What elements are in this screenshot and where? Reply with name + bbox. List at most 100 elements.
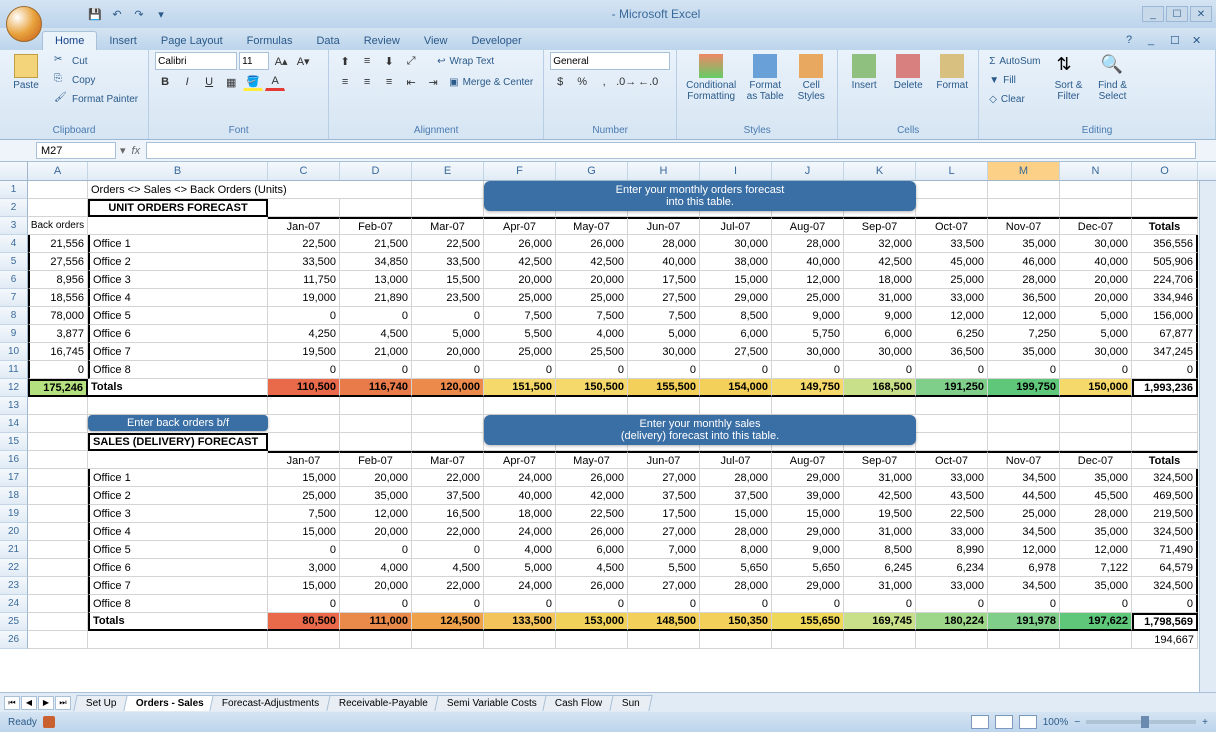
cell-A[interactable] <box>28 451 88 469</box>
cell-L[interactable]: 36,500 <box>916 343 988 361</box>
cell-B[interactable] <box>88 631 268 649</box>
align-top-icon[interactable]: ⬆ <box>335 52 355 70</box>
cell-C[interactable]: 0 <box>268 595 340 613</box>
cell-A[interactable]: 8,956 <box>28 271 88 289</box>
cell-H[interactable]: 7,500 <box>628 307 700 325</box>
cell-G[interactable]: 26,000 <box>556 577 628 595</box>
cell-M[interactable] <box>988 397 1060 415</box>
cell-A[interactable] <box>28 613 88 631</box>
cell-D[interactable]: 34,850 <box>340 253 412 271</box>
cell-K[interactable]: 0 <box>844 595 916 613</box>
cell-M[interactable]: 0 <box>988 361 1060 379</box>
cell[interactable]: 197,622 <box>1060 613 1132 631</box>
cell-D[interactable]: 20,000 <box>340 523 412 541</box>
cell-C[interactable]: 0 <box>268 307 340 325</box>
delete-cells-button[interactable]: Delete <box>888 52 928 124</box>
paste-button[interactable]: Paste <box>6 52 46 124</box>
cell[interactable]: 150,000 <box>1060 379 1132 397</box>
cell-A[interactable]: 0 <box>28 361 88 379</box>
cell-O[interactable]: 194,667 <box>1132 631 1198 649</box>
col-header-D[interactable]: D <box>340 162 412 180</box>
cell-G[interactable]: May-07 <box>556 451 628 469</box>
cell-A[interactable]: 21,556 <box>28 235 88 253</box>
zoom-in-button[interactable]: + <box>1202 717 1208 728</box>
sheet-tab[interactable]: Semi Variable Costs <box>434 695 549 711</box>
cell-O[interactable]: 505,906 <box>1132 253 1198 271</box>
cell-M[interactable]: Nov-07 <box>988 451 1060 469</box>
cell-K[interactable]: 9,000 <box>844 307 916 325</box>
row-header-15[interactable]: 15 <box>0 433 28 451</box>
cell-L[interactable]: 6,250 <box>916 325 988 343</box>
row-header-5[interactable]: 5 <box>0 253 28 271</box>
cell-B[interactable]: Office 6 <box>88 559 268 577</box>
cell-O[interactable]: 67,877 <box>1132 325 1198 343</box>
cell-B[interactable]: Office 1 <box>88 469 268 487</box>
cell-K[interactable] <box>844 631 916 649</box>
decrease-decimal-icon[interactable]: ←.0 <box>638 73 658 91</box>
underline-button[interactable]: U <box>199 73 219 91</box>
cell-K[interactable]: 31,000 <box>844 523 916 541</box>
cell-F[interactable]: 5,500 <box>484 325 556 343</box>
cell-N[interactable] <box>1060 199 1132 217</box>
cell-D[interactable]: Feb-07 <box>340 217 412 235</box>
sheet-tab[interactable]: Receivable-Payable <box>326 695 440 711</box>
cell-L[interactable]: 6,234 <box>916 559 988 577</box>
cell-N[interactable] <box>1060 397 1132 415</box>
cell-A[interactable] <box>28 541 88 559</box>
conditional-formatting-button[interactable]: Conditional Formatting <box>683 52 739 124</box>
save-icon[interactable]: 💾 <box>86 5 104 23</box>
align-middle-icon[interactable]: ≡ <box>357 52 377 70</box>
cell-G[interactable]: 0 <box>556 595 628 613</box>
align-center-icon[interactable]: ≡ <box>357 73 377 91</box>
cell-A[interactable]: 78,000 <box>28 307 88 325</box>
cell-O[interactable]: 224,706 <box>1132 271 1198 289</box>
tab-nav-last[interactable]: ⏭ <box>55 696 71 710</box>
cell-N[interactable]: 30,000 <box>1060 235 1132 253</box>
cell-I[interactable]: 28,000 <box>700 523 772 541</box>
cell[interactable]: 153,000 <box>556 613 628 631</box>
row-header-4[interactable]: 4 <box>0 235 28 253</box>
cell-L[interactable] <box>916 199 988 217</box>
cell-A[interactable] <box>28 595 88 613</box>
cell-M[interactable]: 44,500 <box>988 487 1060 505</box>
cell-I[interactable]: 6,000 <box>700 325 772 343</box>
cell-B[interactable] <box>88 217 268 235</box>
select-all-corner[interactable] <box>0 162 28 180</box>
cell-C[interactable]: 0 <box>268 541 340 559</box>
cell-B[interactable]: Office 4 <box>88 289 268 307</box>
tab-page-layout[interactable]: Page Layout <box>149 32 235 50</box>
row-header-23[interactable]: 23 <box>0 577 28 595</box>
cell[interactable]: 155,500 <box>628 379 700 397</box>
row-header-12[interactable]: 12 <box>0 379 28 397</box>
cell-K[interactable]: 32,000 <box>844 235 916 253</box>
cell-M[interactable]: 35,000 <box>988 343 1060 361</box>
copy-button[interactable]: ⎘Copy <box>50 71 142 89</box>
ribbon-minimize-icon[interactable]: _ <box>1148 34 1164 50</box>
cell-G[interactable]: 25,500 <box>556 343 628 361</box>
cell-A[interactable] <box>28 199 88 217</box>
cell-M[interactable] <box>988 415 1060 433</box>
cell[interactable]: 80,500 <box>268 613 340 631</box>
format-painter-button[interactable]: 🖌Format Painter <box>50 90 142 108</box>
col-header-O[interactable]: O <box>1132 162 1198 180</box>
cell-D[interactable] <box>340 631 412 649</box>
cell[interactable]: 133,500 <box>484 613 556 631</box>
align-bottom-icon[interactable]: ⬇ <box>379 52 399 70</box>
cell-O[interactable]: 0 <box>1132 595 1198 613</box>
cell-C[interactable]: 4,250 <box>268 325 340 343</box>
cell-O[interactable]: 356,556 <box>1132 235 1198 253</box>
cell-F[interactable]: 24,000 <box>484 523 556 541</box>
cell-E[interactable]: 16,500 <box>412 505 484 523</box>
cell-J[interactable]: 0 <box>772 595 844 613</box>
row-header-17[interactable]: 17 <box>0 469 28 487</box>
minimize-button[interactable]: _ <box>1142 6 1164 22</box>
cell-N[interactable]: Dec-07 <box>1060 451 1132 469</box>
cell-E[interactable]: 15,500 <box>412 271 484 289</box>
autosum-button[interactable]: ΣAutoSum <box>985 52 1044 70</box>
row-header-21[interactable]: 21 <box>0 541 28 559</box>
cell-O[interactable]: 0 <box>1132 361 1198 379</box>
cell-C[interactable]: 19,000 <box>268 289 340 307</box>
cell-H[interactable]: 28,000 <box>628 235 700 253</box>
cell-J[interactable]: 0 <box>772 361 844 379</box>
cell-E[interactable]: 0 <box>412 595 484 613</box>
